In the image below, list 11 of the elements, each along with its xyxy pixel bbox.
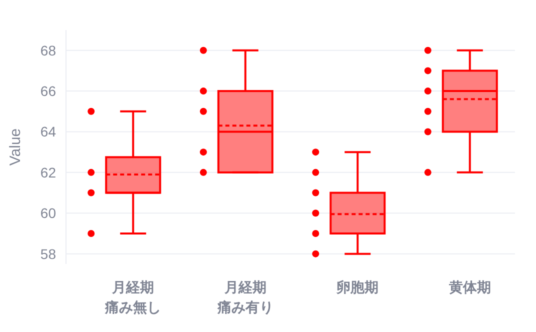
y-tick-label: 62: [40, 164, 56, 180]
x-tick-label: 月経期痛み無し: [104, 279, 162, 315]
x-tick-label: 卵胞期: [336, 279, 379, 295]
x-tick-label: 月経期痛み有り: [216, 279, 274, 315]
y-axis-title: Value: [7, 128, 24, 166]
y-tick-label: 60: [40, 205, 56, 222]
y-tick-label: 58: [40, 246, 56, 262]
x-tick-label: 黄体期: [448, 279, 491, 295]
y-tick-label: 64: [40, 124, 56, 140]
y-tick-label: 66: [40, 83, 56, 100]
y-tick-label: 68: [40, 42, 56, 58]
